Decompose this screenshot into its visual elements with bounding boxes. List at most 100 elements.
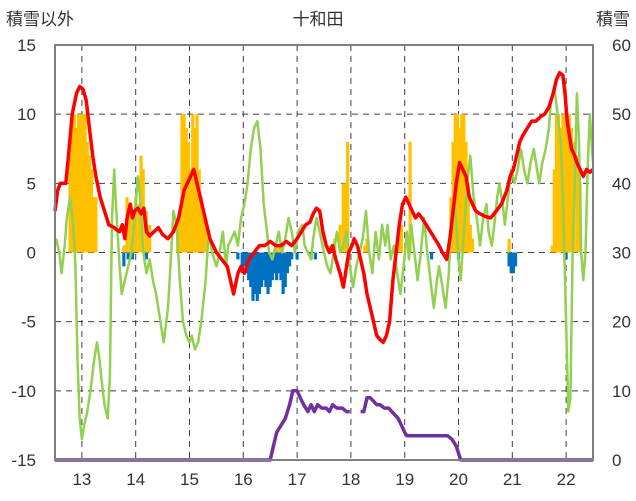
bar-negative bbox=[130, 252, 135, 260]
bar-positive bbox=[457, 128, 462, 253]
bar-positive bbox=[559, 128, 563, 253]
bar-negative bbox=[283, 252, 287, 288]
left-tick-label: -5 bbox=[21, 313, 36, 332]
bar-negative bbox=[279, 252, 283, 281]
bar-negative bbox=[272, 252, 277, 274]
x-tick-label: 17 bbox=[288, 470, 307, 489]
bar-negative bbox=[240, 252, 244, 274]
bar-positive bbox=[94, 197, 98, 253]
bar-positive bbox=[460, 114, 464, 253]
right-tick-label: 50 bbox=[612, 105, 631, 124]
bar-positive bbox=[343, 183, 348, 253]
bar-positive bbox=[341, 183, 345, 253]
x-tick-label: 20 bbox=[449, 470, 468, 489]
bar-positive bbox=[554, 114, 559, 253]
bar-positive bbox=[563, 114, 567, 253]
right-tick-label: 30 bbox=[612, 244, 631, 263]
right-axis-label: 積雪 bbox=[596, 10, 630, 29]
negative-bars bbox=[122, 252, 568, 301]
bar-positive bbox=[191, 114, 195, 253]
bar-positive bbox=[399, 224, 404, 253]
bar-negative bbox=[295, 252, 299, 260]
x-tick-label: 19 bbox=[395, 470, 414, 489]
bar-positive bbox=[77, 114, 81, 253]
bar-negative bbox=[285, 252, 290, 274]
bar-positive bbox=[470, 238, 475, 253]
bar-positive bbox=[79, 114, 83, 253]
plot-frame bbox=[54, 44, 594, 461]
left-tick-label: 0 bbox=[27, 244, 36, 263]
bar-positive bbox=[87, 155, 92, 253]
x-tick-label: 14 bbox=[126, 470, 145, 489]
left-tick-label: -15 bbox=[11, 451, 36, 470]
bar-positive bbox=[148, 224, 152, 253]
bar-negative bbox=[144, 252, 149, 260]
bar-positive bbox=[70, 114, 74, 253]
left-tick-label: 15 bbox=[17, 36, 36, 55]
bar-negative bbox=[122, 252, 126, 267]
right-tick-label: 0 bbox=[612, 451, 621, 470]
bar-negative bbox=[259, 252, 264, 288]
x-tick-label: 15 bbox=[180, 470, 199, 489]
bar-positive bbox=[408, 141, 412, 253]
bar-positive bbox=[85, 141, 89, 253]
bar-negative bbox=[251, 252, 255, 301]
bar-negative bbox=[275, 252, 279, 281]
bar-negative bbox=[268, 252, 272, 288]
x-tick-label: 18 bbox=[341, 470, 360, 489]
bar-positive bbox=[338, 224, 342, 253]
bar-positive bbox=[346, 141, 350, 253]
bar-positive bbox=[204, 224, 208, 253]
right-tick-label: 40 bbox=[612, 174, 631, 193]
right-tick-label: 60 bbox=[612, 36, 631, 55]
series-temperature-line bbox=[53, 70, 595, 345]
bar-positive bbox=[89, 169, 94, 253]
bar-negative bbox=[287, 252, 292, 267]
bar-negative bbox=[281, 252, 285, 294]
bar-negative bbox=[513, 252, 518, 267]
bar-negative bbox=[249, 252, 253, 288]
bar-positive bbox=[184, 128, 188, 253]
chart-title: 十和田 bbox=[293, 10, 344, 29]
bar-positive bbox=[193, 128, 197, 253]
bar-positive bbox=[180, 114, 184, 253]
bar-negative bbox=[270, 252, 274, 281]
bar-negative bbox=[266, 252, 270, 294]
bar-positive bbox=[550, 245, 554, 253]
bar-negative bbox=[277, 252, 281, 274]
bar-positive bbox=[363, 245, 367, 253]
left-axis-ticks: 15 10 5 0 -5 -10 -15 bbox=[11, 36, 36, 470]
bar-positive bbox=[188, 169, 193, 253]
bar-negative bbox=[255, 252, 259, 301]
bar-positive bbox=[569, 128, 574, 253]
bar-negative bbox=[509, 252, 513, 274]
left-axis-label: 積雪以外 bbox=[6, 10, 74, 29]
bar-positive bbox=[182, 114, 186, 253]
x-tick-label: 16 bbox=[234, 470, 253, 489]
bar-negative bbox=[247, 252, 251, 281]
bar-positive bbox=[468, 224, 472, 253]
bar-negative bbox=[126, 252, 130, 260]
bar-negative bbox=[511, 252, 515, 274]
bar-negative bbox=[313, 252, 317, 260]
bar-negative bbox=[264, 252, 268, 288]
bar-positive bbox=[83, 114, 87, 253]
bar-positive bbox=[178, 211, 182, 253]
bar-positive bbox=[72, 114, 76, 253]
bar-positive bbox=[567, 114, 571, 253]
bar-positive bbox=[81, 114, 85, 253]
x-tick-label: 13 bbox=[72, 470, 91, 489]
bar-positive bbox=[466, 183, 470, 253]
bar-negative bbox=[564, 252, 568, 260]
bar-negative bbox=[262, 252, 266, 281]
bar-positive bbox=[552, 169, 556, 253]
bar-positive bbox=[575, 155, 579, 253]
right-axis-ticks: 60 50 40 30 20 10 0 bbox=[612, 36, 631, 470]
bar-positive bbox=[462, 114, 466, 253]
bar-positive bbox=[556, 114, 561, 253]
bar-positive bbox=[565, 114, 569, 253]
bar-positive bbox=[122, 245, 126, 253]
bar-negative bbox=[253, 252, 257, 294]
bar-positive bbox=[507, 238, 511, 253]
bar-negative bbox=[507, 252, 511, 267]
